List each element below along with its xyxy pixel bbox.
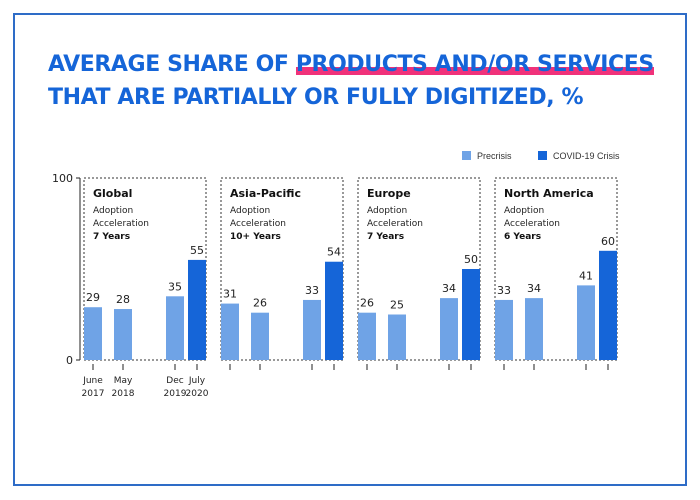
bar-label-asia-pacific-1: 26 [253,297,267,310]
y-tick-label-0: 0 [66,354,73,367]
x-tick-label-2-line1: Dec [166,376,183,386]
panel-years-global: 7 Years [93,232,130,242]
panel-note-adoption-asia-pacific: Adoption [230,206,270,216]
bar-label-north-america-2: 41 [579,269,593,282]
panel-note-acceleration-north-america: Acceleration [504,219,560,229]
bar-asia-pacific-3 [325,261,343,360]
bar-label-global-1: 28 [116,293,130,306]
bar-label-europe-3: 50 [464,253,478,266]
panel-note-adoption-global: Adoption [93,206,133,216]
bar-north-america-2 [577,285,595,360]
bar-label-north-america-1: 34 [527,282,541,295]
bar-label-europe-0: 26 [360,297,374,310]
legend-item-precrisis: Precrisis [462,151,512,161]
panel-title-asia-pacific: Asia-Pacific [230,187,301,200]
legend-item-covid: COVID-19 Crisis [538,151,620,161]
legend-swatch-precrisis [462,151,471,160]
chart-frame [13,13,687,486]
bar-europe-3 [462,269,480,360]
bar-label-global-0: 29 [86,291,100,304]
bar-label-asia-pacific-2: 33 [305,284,319,297]
legend-label-precrisis: Precrisis [477,151,512,161]
title-line-2: THAT ARE PARTIALLY OR FULLY DIGITIZED, % [48,85,584,110]
x-tick-label-0-line1: June [82,376,103,386]
bar-north-america-0 [495,299,513,360]
legend-swatch-covid [538,151,547,160]
panel-note-adoption-europe: Adoption [367,206,407,216]
panel-note-acceleration-global: Acceleration [93,219,149,229]
bar-global-3 [188,259,206,360]
bar-europe-0 [358,312,376,360]
bar-label-north-america-3: 60 [601,235,615,248]
bar-global-0 [84,307,102,360]
title-highlight: PRODUCTS AND/OR SERVICES [295,52,654,77]
title-prefix: AVERAGE SHARE OF [48,52,296,77]
bar-label-global-2: 35 [168,280,182,293]
panel-years-north-america: 6 Years [504,232,541,242]
bar-label-north-america-0: 33 [497,284,511,297]
x-tick-label-2-line2: 2019 [164,389,187,399]
bar-asia-pacific-0 [221,303,239,360]
panel-title-europe: Europe [367,187,411,200]
bar-asia-pacific-1 [251,312,269,360]
panel-years-asia-pacific: 10+ Years [230,232,281,242]
bar-europe-2 [440,298,458,360]
bar-north-america-1 [525,298,543,360]
x-tick-label-1-line1: May [114,376,133,386]
bar-global-1 [114,309,132,360]
legend-label-covid: COVID-19 Crisis [553,151,620,161]
panel-note-acceleration-asia-pacific: Acceleration [230,219,286,229]
title-line-1: AVERAGE SHARE OF PRODUCTS AND/OR SERVICE… [48,48,654,81]
panel-note-acceleration-europe: Acceleration [367,219,423,229]
panel-title-north-america: North America [504,187,594,200]
chart-title: AVERAGE SHARE OF PRODUCTS AND/OR SERVICE… [48,48,654,114]
bar-asia-pacific-2 [303,299,321,360]
bar-label-europe-2: 34 [442,282,456,295]
x-tick-label-1-line2: 2018 [112,389,135,399]
bar-label-asia-pacific-0: 31 [223,288,237,301]
bar-north-america-3 [599,250,617,360]
y-tick-label-100: 100 [52,172,73,185]
panel-years-europe: 7 Years [367,232,404,242]
x-tick-label-0-line2: 2017 [82,389,105,399]
bar-label-europe-1: 25 [390,299,404,312]
x-tick-label-3-line1: July [188,376,206,386]
bar-label-asia-pacific-3: 54 [327,246,341,259]
panel-note-adoption-north-america: Adoption [504,206,544,216]
bar-europe-1 [388,314,406,360]
bar-label-global-3: 55 [190,244,204,257]
x-tick-label-3-line2: 2020 [186,389,209,399]
panel-title-global: Global [93,187,132,200]
bar-global-2 [166,296,184,360]
